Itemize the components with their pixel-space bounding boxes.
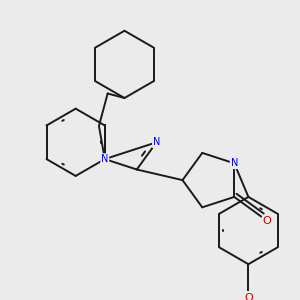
- Text: O: O: [263, 216, 272, 226]
- Text: N: N: [101, 154, 109, 164]
- Text: O: O: [244, 293, 253, 300]
- Text: N: N: [153, 137, 160, 147]
- Text: N: N: [231, 158, 238, 168]
